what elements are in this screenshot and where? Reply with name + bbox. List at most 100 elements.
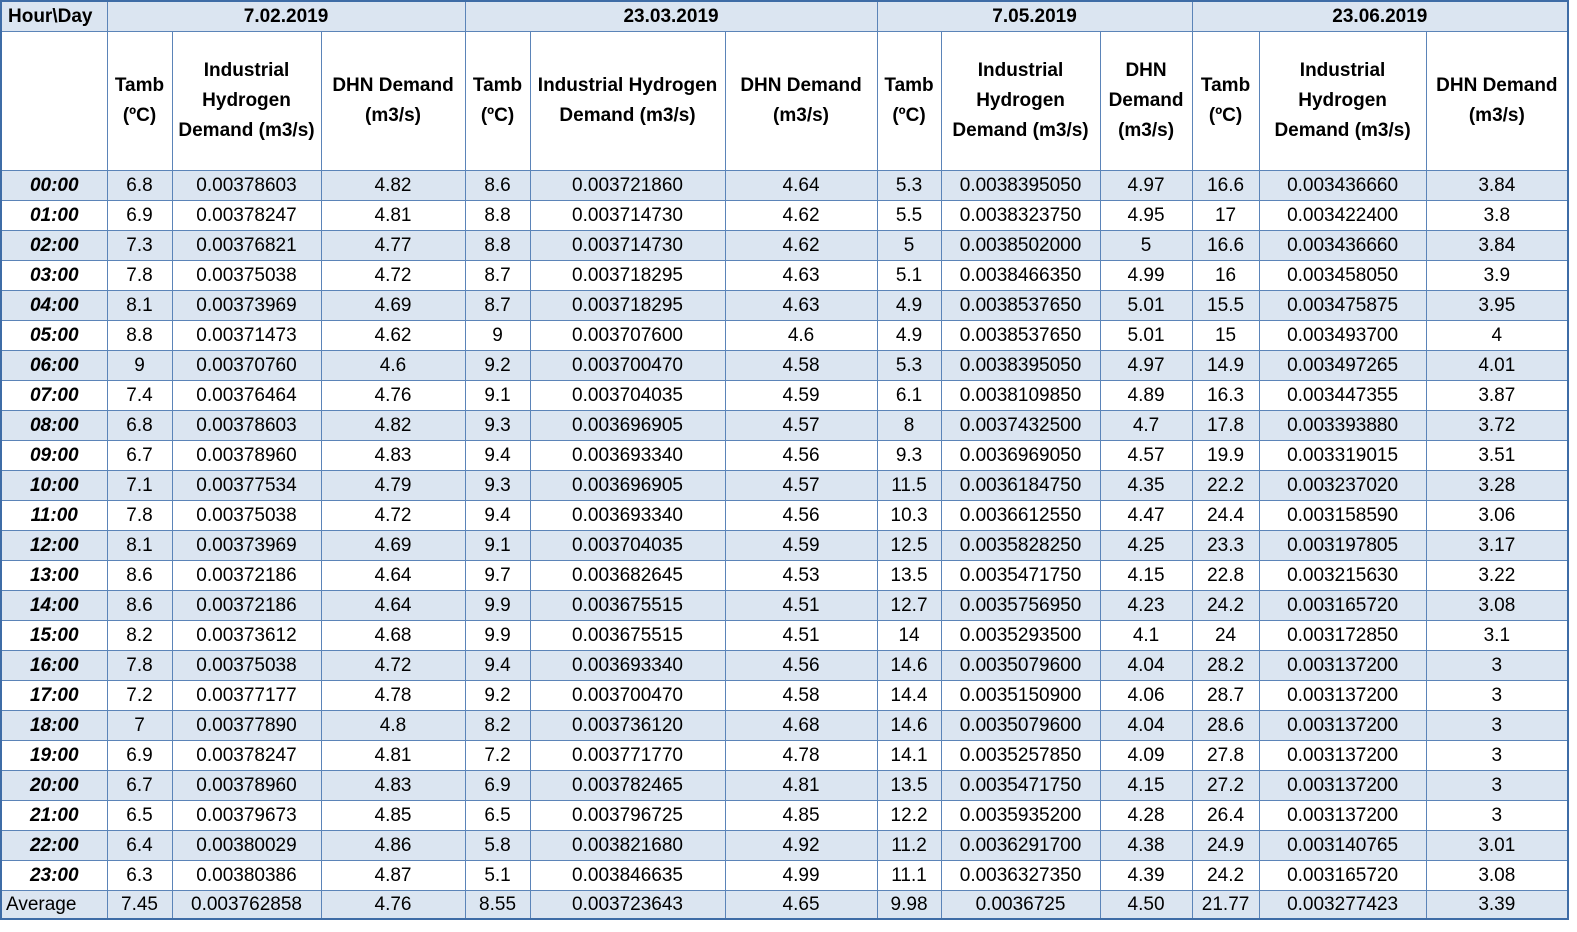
value-cell: 4.76 xyxy=(320,380,466,411)
value-cell: 4.25 xyxy=(1099,530,1193,561)
value-cell: 28.6 xyxy=(1191,710,1260,741)
value-cell: 4.72 xyxy=(320,650,466,681)
day-header-2: 23.03.2019 xyxy=(464,0,878,32)
value-cell: 0.003237020 xyxy=(1258,470,1427,501)
value-cell: 0.0038109850 xyxy=(940,380,1101,411)
value-cell: 14.9 xyxy=(1191,350,1260,381)
column-header-row: Tamb (ºC) Industrial Hydrogen Demand (m3… xyxy=(0,31,1569,171)
value-cell: 16.3 xyxy=(1191,380,1260,411)
value-cell: 9 xyxy=(106,350,173,381)
column-header-dhn: DHN Demand (m3/s) xyxy=(1099,31,1193,171)
value-cell: 3.87 xyxy=(1425,380,1569,411)
value-cell: 4.7 xyxy=(1099,410,1193,441)
value-cell: 4.39 xyxy=(1099,860,1193,891)
value-cell: 11.1 xyxy=(876,860,942,891)
value-cell: 0.0035293500 xyxy=(940,620,1101,651)
value-cell: 4.69 xyxy=(320,530,466,561)
value-cell: 4.1 xyxy=(1099,620,1193,651)
value-cell: 0.003771770 xyxy=(529,740,726,771)
average-value-cell: 4.50 xyxy=(1099,890,1193,920)
value-cell: 0.0038537650 xyxy=(940,290,1101,321)
value-cell: 4.9 xyxy=(876,320,942,351)
value-cell: 27.2 xyxy=(1191,770,1260,801)
value-cell: 28.7 xyxy=(1191,680,1260,711)
value-cell: 3.01 xyxy=(1425,830,1569,861)
value-cell: 9.1 xyxy=(464,530,531,561)
value-cell: 4.57 xyxy=(724,470,878,501)
hour-cell: 13:00 xyxy=(0,560,108,591)
value-cell: 0.003137200 xyxy=(1258,740,1427,771)
value-cell: 7.4 xyxy=(106,380,173,411)
hour-cell: 20:00 xyxy=(0,770,108,801)
average-value-cell: 3.39 xyxy=(1425,890,1569,920)
value-cell: 4.06 xyxy=(1099,680,1193,711)
value-cell: 14.6 xyxy=(876,710,942,741)
day-header-1: 7.02.2019 xyxy=(106,0,466,32)
value-cell: 0.003693340 xyxy=(529,440,726,471)
value-cell: 24.9 xyxy=(1191,830,1260,861)
value-cell: 0.003782465 xyxy=(529,770,726,801)
value-cell: 8.1 xyxy=(106,290,173,321)
day-header-4: 23.06.2019 xyxy=(1191,0,1569,32)
value-cell: 4.8 xyxy=(320,710,466,741)
value-cell: 0.00373969 xyxy=(171,290,322,321)
value-cell: 0.003137200 xyxy=(1258,770,1427,801)
value-cell: 5.8 xyxy=(464,830,531,861)
value-cell: 0.003693340 xyxy=(529,650,726,681)
hour-cell: 06:00 xyxy=(0,350,108,381)
value-cell: 0.0038537650 xyxy=(940,320,1101,351)
value-cell: 6.5 xyxy=(464,800,531,831)
column-header-dhn: DHN Demand (m3/s) xyxy=(724,31,878,171)
value-cell: 3.9 xyxy=(1425,260,1569,291)
value-cell: 26.4 xyxy=(1191,800,1260,831)
value-cell: 0.0035471750 xyxy=(940,560,1101,591)
value-cell: 0.0038395050 xyxy=(940,350,1101,381)
value-cell: 0.00375038 xyxy=(171,650,322,681)
value-cell: 0.003704035 xyxy=(529,530,726,561)
value-cell: 0.003821680 xyxy=(529,830,726,861)
value-cell: 14.4 xyxy=(876,680,942,711)
value-cell: 0.003215630 xyxy=(1258,560,1427,591)
value-cell: 4.62 xyxy=(724,230,878,261)
value-cell: 0.0035150900 xyxy=(940,680,1101,711)
value-cell: 4.63 xyxy=(724,260,878,291)
hour-cell: 05:00 xyxy=(0,320,108,351)
value-cell: 17.8 xyxy=(1191,410,1260,441)
value-cell: 3.51 xyxy=(1425,440,1569,471)
value-cell: 0.003675515 xyxy=(529,620,726,651)
value-cell: 0.003707600 xyxy=(529,320,726,351)
value-cell: 27.8 xyxy=(1191,740,1260,771)
value-cell: 9.4 xyxy=(464,440,531,471)
value-cell: 0.00376821 xyxy=(171,230,322,261)
value-cell: 4.58 xyxy=(724,350,878,381)
value-cell: 7.8 xyxy=(106,500,173,531)
value-cell: 3.08 xyxy=(1425,860,1569,891)
value-cell: 4.81 xyxy=(320,740,466,771)
day-header-3: 7.05.2019 xyxy=(876,0,1193,32)
value-cell: 5.3 xyxy=(876,170,942,201)
value-cell: 0.003140765 xyxy=(1258,830,1427,861)
value-cell: 0.00380386 xyxy=(171,860,322,891)
value-cell: 0.003137200 xyxy=(1258,800,1427,831)
value-cell: 4.64 xyxy=(724,170,878,201)
value-cell: 7.2 xyxy=(106,680,173,711)
hour-cell: 14:00 xyxy=(0,590,108,621)
table-row: 03:00 7.8 0.00375038 4.72 8.7 0.003718295 4.63… xyxy=(0,260,1569,291)
value-cell: 4.78 xyxy=(320,680,466,711)
hour-cell: 15:00 xyxy=(0,620,108,651)
value-cell: 0.00378247 xyxy=(171,740,322,771)
value-cell: 6.3 xyxy=(106,860,173,891)
value-cell: 4.97 xyxy=(1099,350,1193,381)
hour-cell: 19:00 xyxy=(0,740,108,771)
value-cell: 0.0035079600 xyxy=(940,650,1101,681)
value-cell: 4.59 xyxy=(724,530,878,561)
average-value-cell: 0.003762858 xyxy=(171,890,322,920)
value-cell: 0.00373612 xyxy=(171,620,322,651)
average-value-cell: 7.45 xyxy=(106,890,173,920)
value-cell: 4.53 xyxy=(724,560,878,591)
table-row: 12:00 8.1 0.00373969 4.69 9.1 0.003704035 4.59… xyxy=(0,530,1569,561)
value-cell: 4.81 xyxy=(724,770,878,801)
value-cell: 3.95 xyxy=(1425,290,1569,321)
value-cell: 0.003165720 xyxy=(1258,860,1427,891)
value-cell: 8.7 xyxy=(464,290,531,321)
